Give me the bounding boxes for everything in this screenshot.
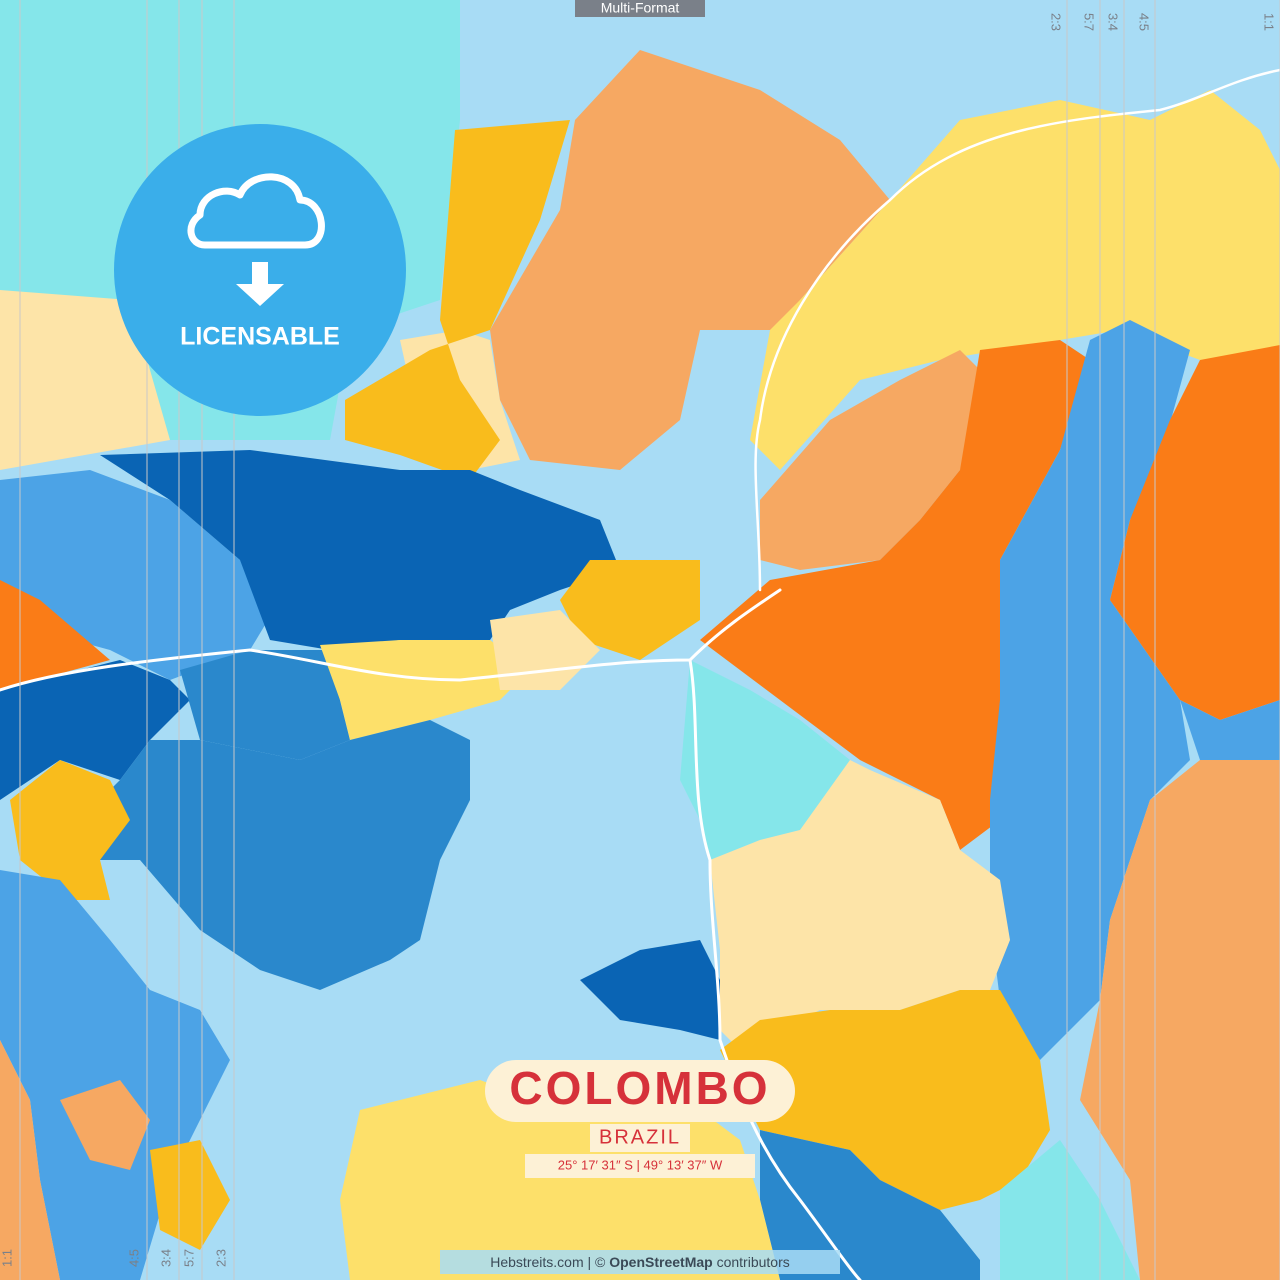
cloud-icon xyxy=(187,173,325,249)
city-name: COLOMBO xyxy=(509,1062,770,1114)
title-plate xyxy=(485,1060,795,1122)
map-region xyxy=(320,640,530,740)
map-region xyxy=(580,940,720,1040)
coordinates-plate xyxy=(525,1154,755,1178)
ratio-label: 3:4 xyxy=(1106,13,1121,31)
ratio-label: 5:7 xyxy=(1082,13,1097,31)
map-region xyxy=(0,290,170,470)
ratio-label: 1:1 xyxy=(1262,13,1277,31)
roads xyxy=(0,68,1280,1280)
title-card: COLOMBO BRAZIL 25° 17′ 31″ S | 49° 13′ 3… xyxy=(485,1060,795,1178)
map-region xyxy=(490,50,890,470)
map-region xyxy=(680,660,850,860)
map-region xyxy=(760,1130,980,1280)
coordinates: 25° 17′ 31″ S | 49° 13′ 37″ W xyxy=(558,1157,723,1172)
road xyxy=(0,588,782,692)
footer-prefix: Hebstreits.com | © xyxy=(490,1254,606,1270)
map-region xyxy=(720,990,1050,1210)
map-region xyxy=(1180,700,1280,760)
footer-suffix: contributors xyxy=(717,1254,790,1270)
map-region xyxy=(700,340,1090,850)
map-region xyxy=(1080,760,1280,1280)
footer-plate xyxy=(440,1250,840,1274)
road xyxy=(688,658,862,1280)
map-region xyxy=(0,580,110,690)
map-region xyxy=(760,350,990,570)
map-region xyxy=(710,760,1010,1050)
ratio-label: 2:3 xyxy=(213,1249,228,1267)
map-region xyxy=(990,320,1190,1060)
map-region xyxy=(345,120,570,480)
ratio-label: 4:5 xyxy=(1137,13,1152,31)
map-region xyxy=(1110,345,1280,720)
map-region xyxy=(90,720,470,990)
badge-label: LICENSABLE xyxy=(180,323,340,351)
map-region xyxy=(0,870,230,1280)
map-region xyxy=(750,90,1280,470)
map-region xyxy=(490,610,600,690)
ratio-label: 5:7 xyxy=(181,1249,196,1267)
country-plate xyxy=(590,1124,690,1152)
map-region xyxy=(150,1140,230,1250)
footer: Hebstreits.com | © OpenStreetMap contrib… xyxy=(490,1254,790,1270)
map-region xyxy=(1000,1140,1140,1280)
map-region xyxy=(180,650,350,760)
map-region xyxy=(60,1080,150,1170)
map-region xyxy=(560,560,700,660)
map-region xyxy=(0,660,190,800)
ratio-label: 3:4 xyxy=(158,1249,173,1267)
format-tag-background xyxy=(575,0,705,17)
country-name: BRAZIL xyxy=(599,1126,681,1148)
format-tag: Multi-Format xyxy=(601,0,680,16)
map-region xyxy=(100,450,620,650)
map-region xyxy=(10,760,130,900)
download-arrow xyxy=(236,262,284,306)
licensable-badge[interactable]: LICENSABLE xyxy=(114,124,406,416)
footer-brand[interactable]: OpenStreetMap xyxy=(609,1254,712,1270)
map-region xyxy=(0,1040,60,1280)
road xyxy=(754,68,1280,592)
ratio-label: 4:5 xyxy=(126,1249,141,1267)
ratio-label: 2:3 xyxy=(1049,13,1064,31)
ratio-label: 1:1 xyxy=(0,1249,14,1267)
